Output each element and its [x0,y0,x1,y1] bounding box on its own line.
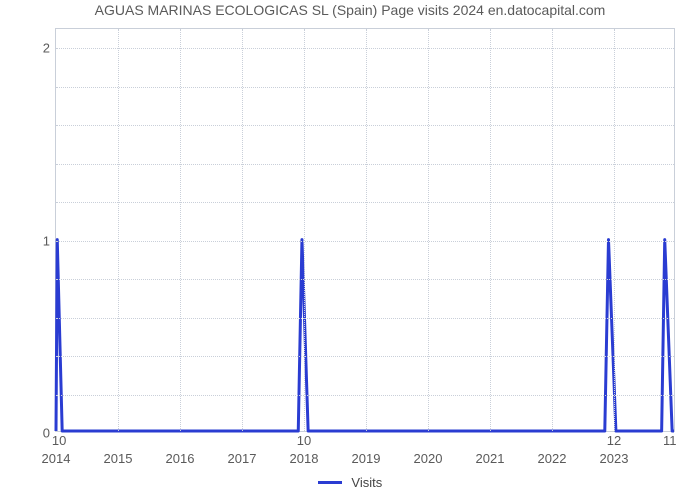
chart-container: AGUAS MARINAS ECOLOGICAS SL (Spain) Page… [0,0,700,500]
chart-title: AGUAS MARINAS ECOLOGICAS SL (Spain) Page… [0,2,700,18]
grid-v [180,29,181,431]
grid-v [366,29,367,431]
x-tick-outer-label: 2023 [600,451,629,466]
grid-h-minor [56,202,674,203]
y-tick-label: 1 [43,233,50,248]
visits-line [56,240,674,431]
grid-h [56,241,674,242]
grid-v [552,29,553,431]
grid-h-minor [56,279,674,280]
x-tick-outer-label: 2016 [166,451,195,466]
x-tick-outer-label: 2020 [414,451,443,466]
grid-h-minor [56,318,674,319]
legend-swatch [318,481,342,484]
x-tick-inner-label: 10 [52,433,66,448]
legend: Visits [0,474,700,490]
x-tick-outer-label: 2021 [476,451,505,466]
grid-v [242,29,243,431]
grid-h-minor [56,125,674,126]
x-tick-outer-label: 2019 [352,451,381,466]
grid-v [490,29,491,431]
y-tick-label: 0 [43,426,50,441]
x-tick-outer-label: 2015 [104,451,133,466]
line-series [56,29,674,431]
y-tick-label: 2 [43,41,50,56]
x-tick-inner-label: 12 [607,433,621,448]
plot-area: 0121010121120142015201620172018201920202… [55,28,675,432]
grid-v [118,29,119,431]
x-tick-inner-label: 10 [297,433,311,448]
grid-h [56,48,674,49]
grid-v [428,29,429,431]
x-tick-outer-label: 2018 [290,451,319,466]
x-tick-inner-label: 11 [663,433,677,448]
grid-v [614,29,615,431]
x-tick-outer-label: 2014 [42,451,71,466]
grid-h-minor [56,164,674,165]
grid-h-minor [56,395,674,396]
x-tick-outer-label: 2017 [228,451,257,466]
grid-h-minor [56,356,674,357]
x-tick-outer-label: 2022 [538,451,567,466]
legend-label: Visits [351,475,382,490]
grid-v [304,29,305,431]
grid-h-minor [56,87,674,88]
